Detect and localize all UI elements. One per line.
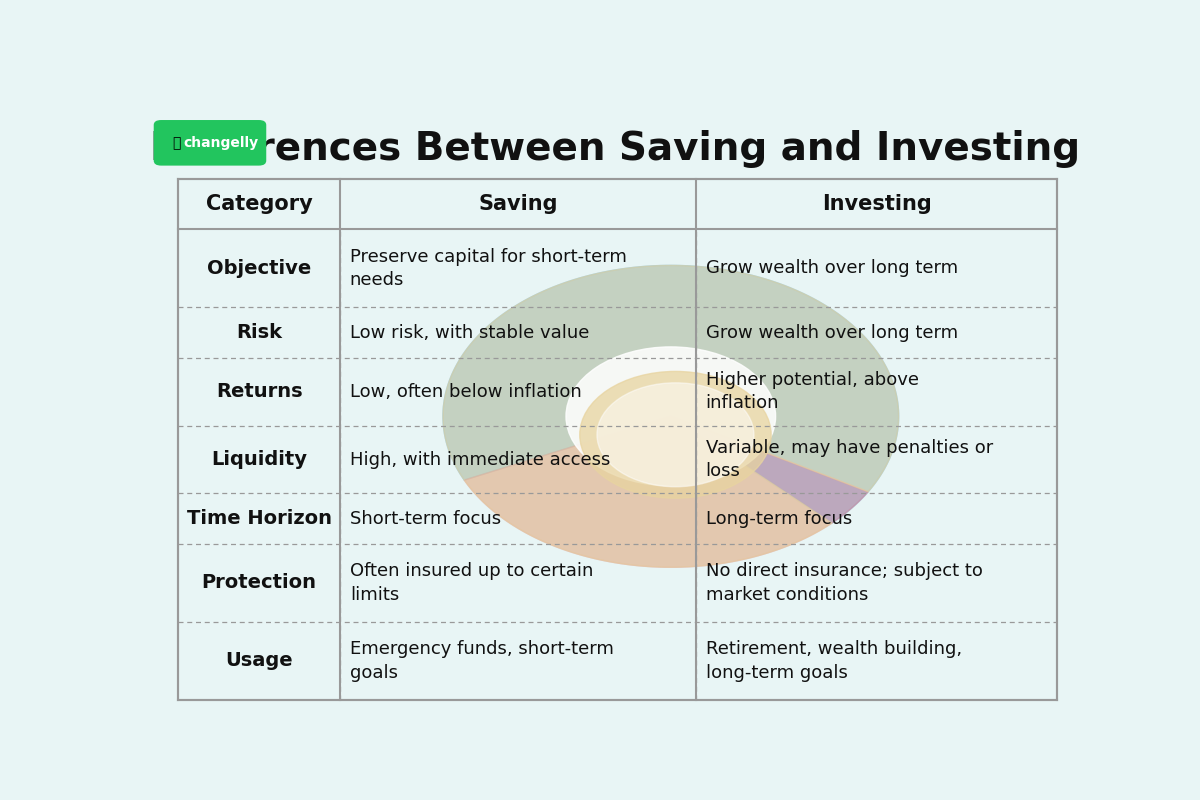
Text: Variable, may have penalties or
loss: Variable, may have penalties or loss [706,438,992,480]
Polygon shape [464,416,868,567]
Text: Higher potential, above
inflation: Higher potential, above inflation [706,371,919,413]
Text: Grow wealth over long term: Grow wealth over long term [706,323,958,342]
Text: Investing: Investing [822,194,931,214]
Bar [178,179,1057,700]
Text: Differences Between Saving and Investing: Differences Between Saving and Investing [150,130,1080,168]
Circle shape [580,371,772,498]
Text: Usage: Usage [226,651,293,670]
Text: Category: Category [206,194,312,214]
Text: Protection: Protection [202,574,317,592]
Polygon shape [443,266,899,567]
Text: Long-term focus: Long-term focus [706,510,852,528]
Text: Preserve capital for short-term
needs: Preserve capital for short-term needs [349,248,626,290]
Text: Risk: Risk [236,323,282,342]
Circle shape [596,383,754,486]
Text: changelly: changelly [184,136,258,150]
Text: Returns: Returns [216,382,302,401]
Text: No direct insurance; subject to
market conditions: No direct insurance; subject to market c… [706,562,983,603]
Text: Grow wealth over long term: Grow wealth over long term [706,259,958,278]
Text: Low risk, with stable value: Low risk, with stable value [349,323,589,342]
Text: 🚀: 🚀 [172,136,180,150]
Text: Emergency funds, short-term
goals: Emergency funds, short-term goals [349,640,613,682]
Text: Often insured up to certain
limits: Often insured up to certain limits [349,562,593,603]
Circle shape [566,347,775,486]
Text: Objective: Objective [208,259,311,278]
Text: Retirement, wealth building,
long-term goals: Retirement, wealth building, long-term g… [706,640,962,682]
Text: Time Horizon: Time Horizon [187,509,331,528]
Text: Short-term focus: Short-term focus [349,510,500,528]
FancyBboxPatch shape [154,120,266,166]
Text: High, with immediate access: High, with immediate access [349,450,610,469]
Polygon shape [443,266,899,523]
Text: Low, often below inflation: Low, often below inflation [349,382,582,401]
Text: Liquidity: Liquidity [211,450,307,469]
Text: Saving: Saving [479,194,558,214]
